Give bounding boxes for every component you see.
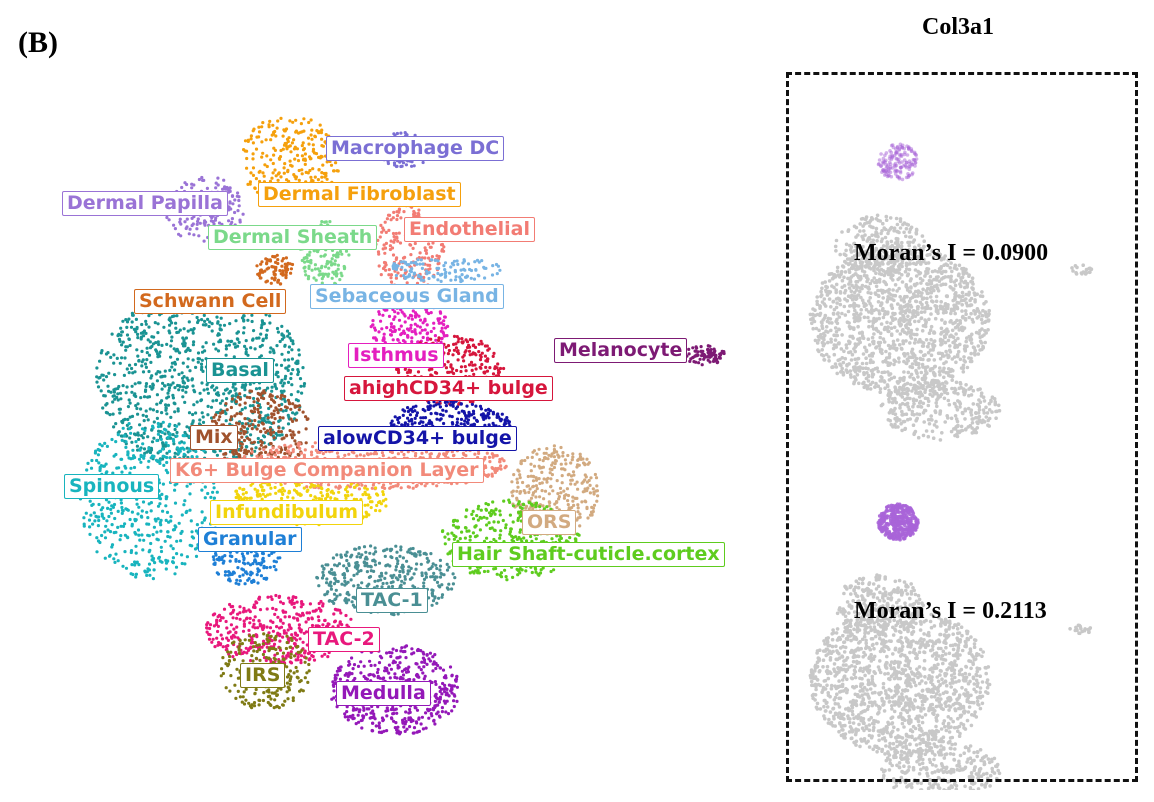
cluster-label-isthmus: Isthmus (348, 343, 444, 368)
cluster-label-schwann-cell: Schwann Cell (134, 289, 287, 314)
cluster-label-mix: Mix (190, 425, 238, 450)
cluster-label-sebaceous-gland: Sebaceous Gland (310, 284, 504, 309)
cluster-label-granular: Granular (198, 527, 302, 552)
feature-plot-frame (786, 72, 1138, 782)
cluster-label-hair-shaft-cuticle-cortex: Hair Shaft-cuticle.cortex (452, 542, 725, 567)
moran-label-bottom: Moran’s I = 0.2113 (854, 598, 1047, 624)
gene-title: Col3a1 (922, 14, 994, 40)
umap-feature-plots (808, 142, 1094, 790)
cluster-label-endothelial: Endothelial (404, 217, 536, 242)
moran-label-top: Moran’s I = 0.0900 (854, 240, 1049, 266)
cluster-label-ors: ORS (522, 510, 577, 535)
cluster-label-infundibulum: Infundibulum (210, 500, 363, 525)
cluster-label-medulla: Medulla (336, 681, 431, 706)
cluster-label-melanocyte: Melanocyte (554, 338, 688, 363)
cluster-label-dermal-papilla: Dermal Papilla (62, 191, 228, 216)
cluster-label-spinous: Spinous (64, 474, 160, 499)
cluster-label-basal: Basal (206, 358, 274, 383)
cluster-label-ahighcd34-bulge: ahighCD34+ bulge (344, 376, 553, 401)
cluster-label-dermal-fibroblast: Dermal Fibroblast (258, 182, 461, 207)
cluster-label-tac-1: TAC-1 (356, 588, 428, 613)
cluster-label-macrophage-dc: Macrophage DC (326, 136, 505, 161)
panel-letter: (B) (18, 26, 58, 59)
cluster-label-dermal-sheath: Dermal Sheath (208, 225, 378, 250)
cluster-label-alowcd34-bulge: alowCD34+ bulge (318, 426, 517, 451)
cluster-label-irs: IRS (240, 663, 286, 688)
cluster-label-k6-bulge-companion-layer: K6+ Bulge Companion Layer (170, 458, 484, 483)
cluster-label-tac-2: TAC-2 (308, 627, 380, 652)
